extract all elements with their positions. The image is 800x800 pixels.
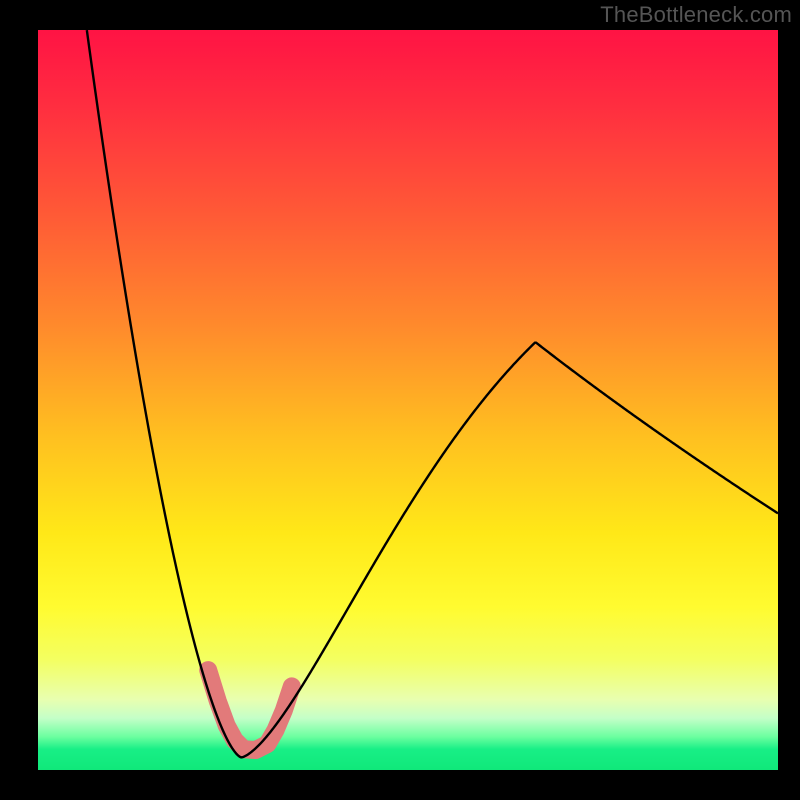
watermark-text: TheBottleneck.com (600, 2, 792, 28)
bottleneck-curve-chart (38, 30, 778, 770)
gradient-background (38, 30, 778, 770)
chart-svg (38, 30, 778, 770)
